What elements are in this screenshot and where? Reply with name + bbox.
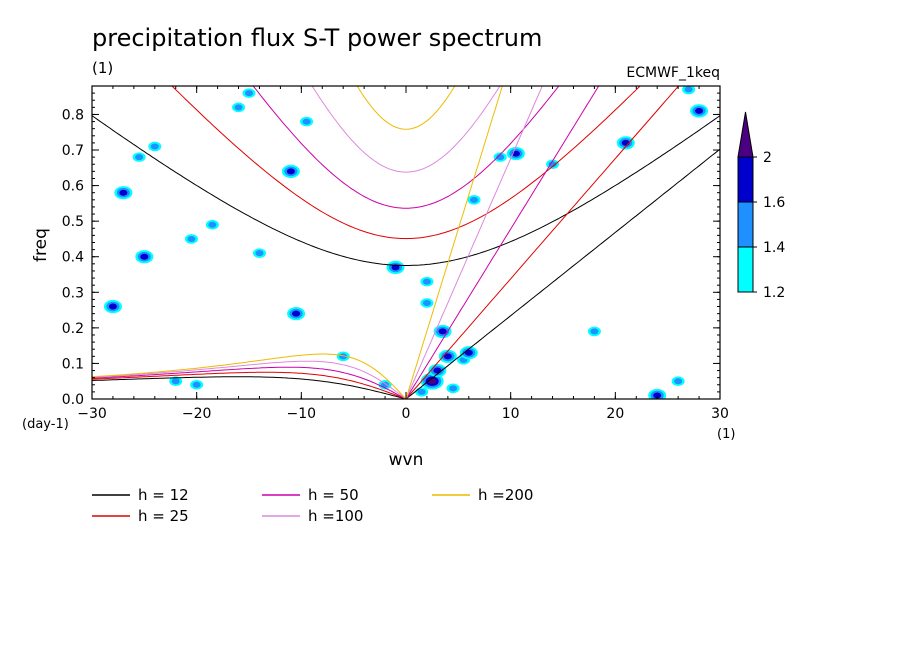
contour-cell: [140, 253, 149, 260]
inertia-gravity-curve: [252, 86, 560, 209]
contour-cell: [443, 353, 452, 360]
inertia-gravity-curve: [356, 86, 456, 130]
y-tick-label: 0.1: [62, 356, 84, 372]
contour-cell: [391, 264, 400, 271]
contour-cell: [684, 86, 693, 93]
y-tick-label: 0.5: [62, 214, 84, 230]
y-tick-label: 0.3: [62, 285, 84, 301]
contour-cell: [286, 168, 295, 175]
legend-label: h = 12: [138, 486, 189, 504]
contour-cell: [245, 90, 253, 97]
inertia-gravity-curve: [92, 115, 720, 266]
contour-cell: [187, 235, 196, 242]
plot-frame: [91, 85, 721, 400]
x-tick-label: −10: [287, 406, 317, 422]
colorbar: 2 1.6 1.4 1.2: [737, 111, 785, 301]
colorbar-label: 1.2: [763, 285, 785, 301]
legend-label: h =200: [478, 486, 533, 504]
y-tick-label: 0.6: [62, 179, 84, 195]
kelvin-curve: [405, 86, 680, 399]
rossby-curve: [92, 353, 407, 399]
colorbar-triangle: [737, 111, 754, 158]
contour-cell: [255, 250, 264, 257]
x-tick-label: −20: [182, 406, 212, 422]
kelvin-curve: [405, 86, 503, 399]
kelvin-curve: [405, 86, 543, 399]
contour-cell: [108, 303, 117, 310]
contour-cell: [171, 378, 180, 385]
contour-cell: [438, 328, 447, 335]
rossby-curve: [92, 366, 407, 399]
chart-subtitle-right: ECMWF_1keq: [626, 65, 720, 81]
contour-cell: [653, 392, 662, 399]
contour-cell: [674, 378, 683, 385]
contour-cell: [234, 104, 243, 111]
x-tick-label: 0: [402, 406, 411, 422]
x-tick-label: 10: [502, 406, 520, 422]
rossby-curve: [92, 371, 407, 399]
chart-title: precipitation flux S-T power spectrum: [92, 24, 542, 52]
contour-cell: [422, 299, 431, 306]
contour-cell: [119, 189, 128, 196]
legend-label: h = 50: [308, 486, 359, 504]
legend-label: h = 25: [138, 507, 189, 525]
contour-cell: [339, 353, 348, 360]
x-tick-label: 30: [711, 406, 729, 422]
x-tick-label: 20: [606, 406, 624, 422]
y-tick-label: 0.8: [62, 107, 84, 123]
x-unit-label: (1): [717, 427, 735, 442]
colorbar-segment: [737, 156, 754, 203]
rossby-curve: [92, 360, 407, 399]
contour-cell: [464, 349, 473, 356]
legend-label: h =100: [308, 507, 363, 525]
dispersion-curves: [92, 86, 720, 399]
contour-cell: [433, 367, 442, 374]
colorbar-label: 1.4: [763, 240, 785, 256]
kelvin-curve: [405, 86, 600, 399]
legend: h = 12 h = 25 h = 50 h =100 h =200: [92, 486, 533, 525]
contour-cells: [103, 86, 709, 399]
x-tick-label: −30: [77, 406, 107, 422]
rossby-curve: [92, 376, 407, 399]
x-axis-label: wvn: [389, 450, 424, 470]
kelvin-curve: [405, 148, 720, 399]
contour-cell: [192, 381, 201, 388]
contour-cell: [470, 196, 479, 203]
contour-cell: [381, 381, 390, 388]
inertia-gravity-curve: [311, 86, 501, 173]
axis-ticks: −30 −20 −10 0 10 20 30 0.0 0.1 0.2 0.3 0.4 0.5 0.6 0.7…: [62, 86, 729, 422]
y-unit-label: (day-1): [22, 417, 69, 432]
chart-subtitle-left: (1): [92, 59, 113, 77]
contour-cell: [548, 161, 557, 168]
y-tick-label: 0.2: [62, 321, 84, 337]
y-tick-label: 0.0: [62, 392, 84, 408]
contour-cell: [208, 221, 217, 228]
contour-cell: [302, 118, 311, 125]
y-axis-label: freq: [31, 228, 51, 262]
y-tick-label: 0.4: [62, 250, 84, 266]
contour-cell: [150, 143, 159, 150]
inertia-gravity-curve: [171, 86, 641, 240]
contour-cell: [422, 278, 431, 285]
contour-cell: [590, 328, 599, 335]
contour-cell: [135, 154, 144, 161]
contour-cell: [428, 378, 437, 385]
contour-cell: [292, 310, 301, 317]
contour-cell: [417, 388, 426, 395]
contour-cell: [695, 107, 704, 114]
contour-cell: [496, 154, 505, 161]
colorbar-segment: [737, 201, 754, 248]
colorbar-label: 2: [763, 150, 772, 166]
y-tick-label: 0.7: [62, 143, 84, 159]
contour-cell: [449, 385, 458, 392]
colorbar-label: 1.6: [763, 195, 785, 211]
colorbar-segment: [737, 246, 754, 293]
